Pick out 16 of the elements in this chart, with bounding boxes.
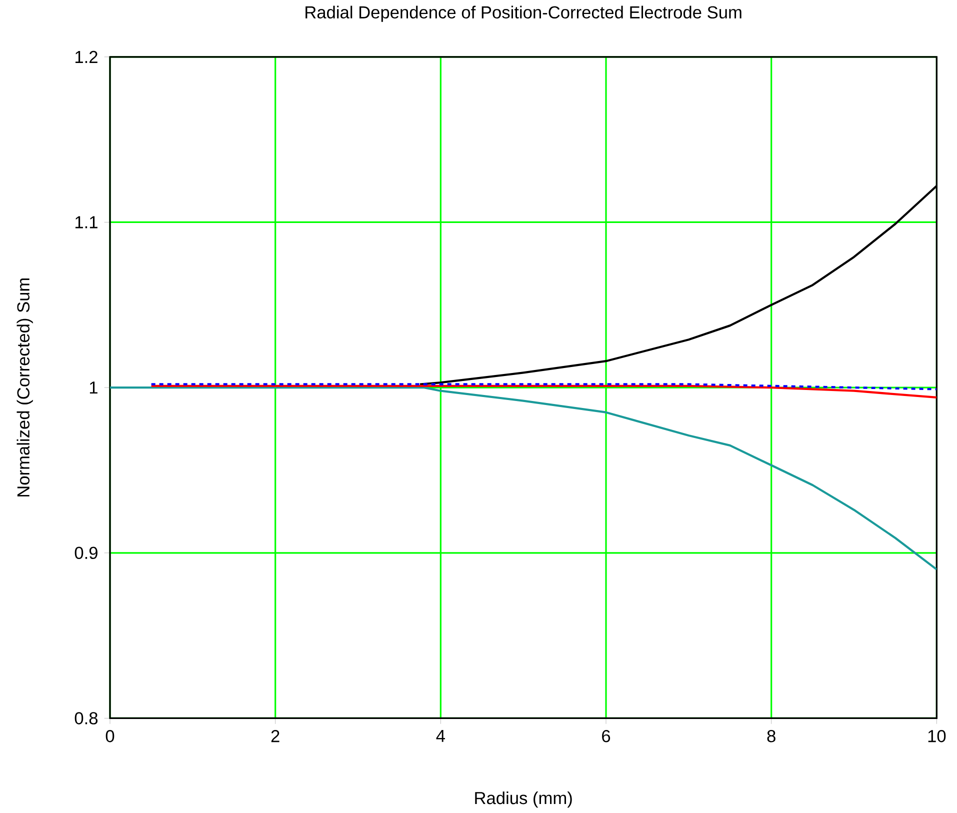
x-tick-label: 10 bbox=[928, 730, 946, 742]
y-tick-label: 1.2 bbox=[75, 50, 98, 63]
y-tick-label: 0.8 bbox=[74, 712, 98, 724]
x-axis-title: Radius (mm) bbox=[475, 791, 572, 808]
x-tick-label: 8 bbox=[767, 730, 776, 742]
chart-title: Radial Dependence of Position-Corrected Electrode Sum bbox=[306, 6, 742, 22]
y-tick-label: 1.1 bbox=[75, 216, 98, 228]
y-axis-title: Normalized (Corrected) Sum bbox=[16, 278, 33, 496]
y-tick-label: 0.9 bbox=[74, 546, 98, 559]
y-tick-label: 1 bbox=[90, 381, 98, 394]
x-tick-label: 4 bbox=[436, 730, 445, 742]
x-tick-label: 2 bbox=[271, 730, 280, 742]
line-series bbox=[150, 384, 937, 398]
line-series bbox=[110, 386, 937, 570]
x-tick-label: 6 bbox=[602, 730, 610, 742]
x-tick-label: 0 bbox=[106, 730, 114, 742]
